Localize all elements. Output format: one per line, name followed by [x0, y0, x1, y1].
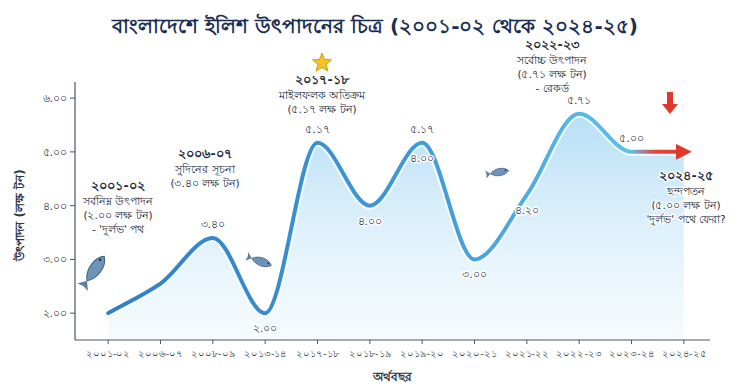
page: {"chart_data": { "type": "line", "title"… [0, 0, 750, 390]
data-label: ২.০০ [253, 322, 278, 335]
x-tick-label: ২০১৩-১৪ [244, 348, 286, 359]
y-tick-label: ৬.০০ [43, 92, 68, 105]
x-tick-label: ২০০১-০২ [86, 348, 130, 359]
fish-icon [77, 253, 109, 291]
fish-eye [267, 262, 269, 264]
x-tick-label: ২০২০-২১ [452, 348, 496, 359]
y-tick-label: ৩.০০ [43, 253, 68, 266]
annotation-text: (৩.৪০ লক্ষ টন) [170, 177, 239, 189]
fish-eye [504, 169, 506, 171]
plot-area [108, 114, 684, 340]
annotation-value: ৪.০০ [410, 152, 434, 164]
y-tick [70, 205, 75, 206]
data-label: ৫.৭১ [567, 94, 592, 107]
x-tick [422, 340, 423, 344]
fish-body [250, 255, 272, 270]
annotation-text: 'দুর্লভ' পথে ফেরা? [646, 213, 725, 226]
x-tick [369, 340, 370, 344]
y-axis-line [74, 82, 75, 340]
data-label: ৩.০০ [462, 268, 487, 281]
x-tick-label: ২০১৭-১৮ [296, 348, 339, 359]
y-tick-label: ২.০০ [43, 307, 68, 320]
data-label: ৪.২০ [515, 204, 540, 217]
y-tick [70, 98, 75, 99]
star-icon [313, 53, 332, 71]
x-tick [265, 340, 266, 344]
annotation-text: ছন্দপতন [666, 185, 705, 197]
fish-tail [245, 252, 253, 262]
annotation-heading: ২০০৬-০৭ [178, 146, 231, 161]
x-tick [474, 340, 475, 344]
data-label: ৪.০০ [358, 215, 383, 228]
annotation-heading: ২০২৪-২৫ [659, 168, 712, 183]
annotation-heading: ২০১৭-১৮ [295, 72, 349, 87]
x-tick-label: ২০০৮-০৯ [191, 348, 234, 359]
fish-tail [485, 170, 491, 179]
x-tick-label: ২০২১-২২ [505, 348, 549, 359]
x-axis-line [75, 339, 710, 340]
annotation-heading: ২০০১-০২ [91, 178, 144, 193]
x-tick [317, 340, 318, 344]
fish-eye [98, 258, 102, 262]
x-tick [212, 340, 213, 344]
y-tick-label: ৪.০০ [43, 200, 68, 213]
x-tick-label: ২০২২-২৩ [556, 348, 601, 359]
fish-body [82, 253, 109, 284]
annotation-text: সুদিনের সূচনা [174, 163, 235, 176]
y-tick [70, 259, 75, 260]
data-label: ৩.৪০ [201, 218, 226, 231]
x-tick [683, 340, 684, 344]
y-tick [70, 313, 75, 314]
y-axis-label: উৎপাদন (লক্ষ টন) [12, 169, 27, 261]
annotation-text: (৫.৭১ লক্ষ টন) [517, 68, 586, 80]
data-label: ৫.১৭ [410, 123, 435, 136]
annotation-text: (২.০০ লক্ষ টন) [83, 209, 152, 221]
line-glow [108, 114, 684, 313]
x-tick-label: ২০০৬-০৭ [138, 348, 183, 359]
data-label: ৫.০০ [619, 132, 644, 145]
x-tick-label: ২০২৪-২৫ [662, 348, 705, 359]
y-tick-label: ৫.০০ [43, 146, 68, 159]
x-axis-label: অর্থবছর [372, 369, 412, 384]
annotation-text: সর্বনিম্ন উৎপাদন [82, 195, 153, 207]
x-tick [108, 340, 109, 344]
annotation-text: - রেকর্ড [535, 82, 569, 94]
x-tick-label: ২০২৩-২৪ [609, 348, 653, 359]
annotation-text: (৫.১৭ লক্ষ টন) [287, 103, 356, 115]
annotation-text: মাইলফলক অতিক্রম [278, 89, 366, 101]
data-label: ৫.১৭ [305, 123, 330, 136]
background [0, 0, 750, 390]
area-fill [108, 114, 684, 340]
data-line [108, 114, 684, 313]
annotation-heading: ২০২২-২৩ [525, 37, 579, 52]
chart-svg: বাংলাদেশে ইলিশ উৎপাদনের চিত্র (২০০১-০২ থ… [0, 0, 750, 390]
x-tick [160, 340, 161, 344]
annotation-text: - 'দুর্লভ' পথ [92, 223, 145, 236]
y-tick [70, 151, 75, 152]
annotation-text: সর্বোচ্চ উৎপাদন [516, 54, 587, 66]
x-tick [526, 340, 527, 344]
fish-body [490, 167, 509, 177]
x-tick-label: ২০১৮-১৯ [349, 348, 390, 359]
fish-icon [485, 167, 509, 179]
x-tick [631, 340, 632, 344]
title: বাংলাদেশে ইলিশ উৎপাদনের চিত্র (২০০১-০২ থ… [111, 13, 638, 38]
x-tick [579, 340, 580, 344]
x-tick-label: ২০১৯-২০ [400, 348, 443, 359]
annotation-text: (৫.০০ লক্ষ টন) [651, 199, 720, 211]
fish-tail [77, 277, 92, 291]
fish-icon [245, 252, 273, 269]
down-arrow-icon [662, 92, 678, 114]
